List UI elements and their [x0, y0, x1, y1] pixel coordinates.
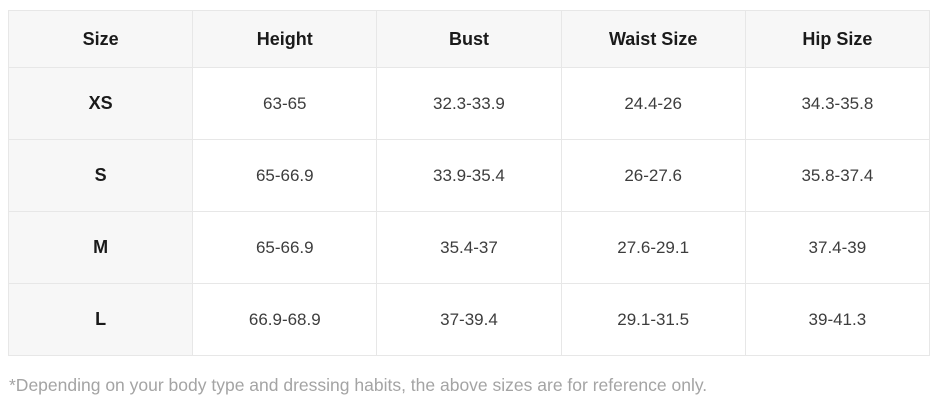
row-label-xs: XS [7, 67, 194, 140]
cell-s-bust: 33.9-35.4 [376, 139, 562, 212]
cell-m-hip: 37.4-39 [744, 211, 931, 284]
cell-xs-bust: 32.3-33.9 [376, 67, 562, 140]
cell-xs-height: 63-65 [192, 67, 378, 140]
cell-m-waist: 27.6-29.1 [560, 211, 746, 284]
table-row-m: M 65-66.9 35.4-37 27.6-29.1 37.4-39 [7, 211, 931, 284]
cell-m-height: 65-66.9 [192, 211, 378, 284]
cell-l-waist: 29.1-31.5 [560, 283, 746, 356]
column-header-waist: Waist Size [560, 10, 746, 68]
cell-s-hip: 35.8-37.4 [744, 139, 931, 212]
column-header-hip: Hip Size [744, 10, 931, 68]
table-row-s: S 65-66.9 33.9-35.4 26-27.6 35.8-37.4 [7, 139, 931, 212]
size-chart-table: Size Height Bust Waist Size Hip Size XS … [7, 10, 931, 356]
cell-l-bust: 37-39.4 [376, 283, 562, 356]
cell-xs-waist: 24.4-26 [560, 67, 746, 140]
column-header-size: Size [7, 10, 194, 68]
size-chart-footnote: *Depending on your body type and dressin… [9, 375, 708, 395]
cell-s-height: 65-66.9 [192, 139, 378, 212]
cell-m-bust: 35.4-37 [376, 211, 562, 284]
row-label-l: L [7, 283, 194, 356]
table-header-row: Size Height Bust Waist Size Hip Size [7, 10, 931, 68]
column-header-bust: Bust [376, 10, 562, 68]
cell-xs-hip: 34.3-35.8 [744, 67, 931, 140]
row-label-s: S [7, 139, 194, 212]
table-row-l: L 66.9-68.9 37-39.4 29.1-31.5 39-41.3 [7, 283, 931, 356]
column-header-height: Height [192, 10, 378, 68]
size-chart-page: Size Height Bust Waist Size Hip Size XS … [7, 10, 931, 395]
table-row-xs: XS 63-65 32.3-33.9 24.4-26 34.3-35.8 [7, 67, 931, 140]
cell-s-waist: 26-27.6 [560, 139, 746, 212]
cell-l-height: 66.9-68.9 [192, 283, 378, 356]
row-label-m: M [7, 211, 194, 284]
cell-l-hip: 39-41.3 [744, 283, 931, 356]
